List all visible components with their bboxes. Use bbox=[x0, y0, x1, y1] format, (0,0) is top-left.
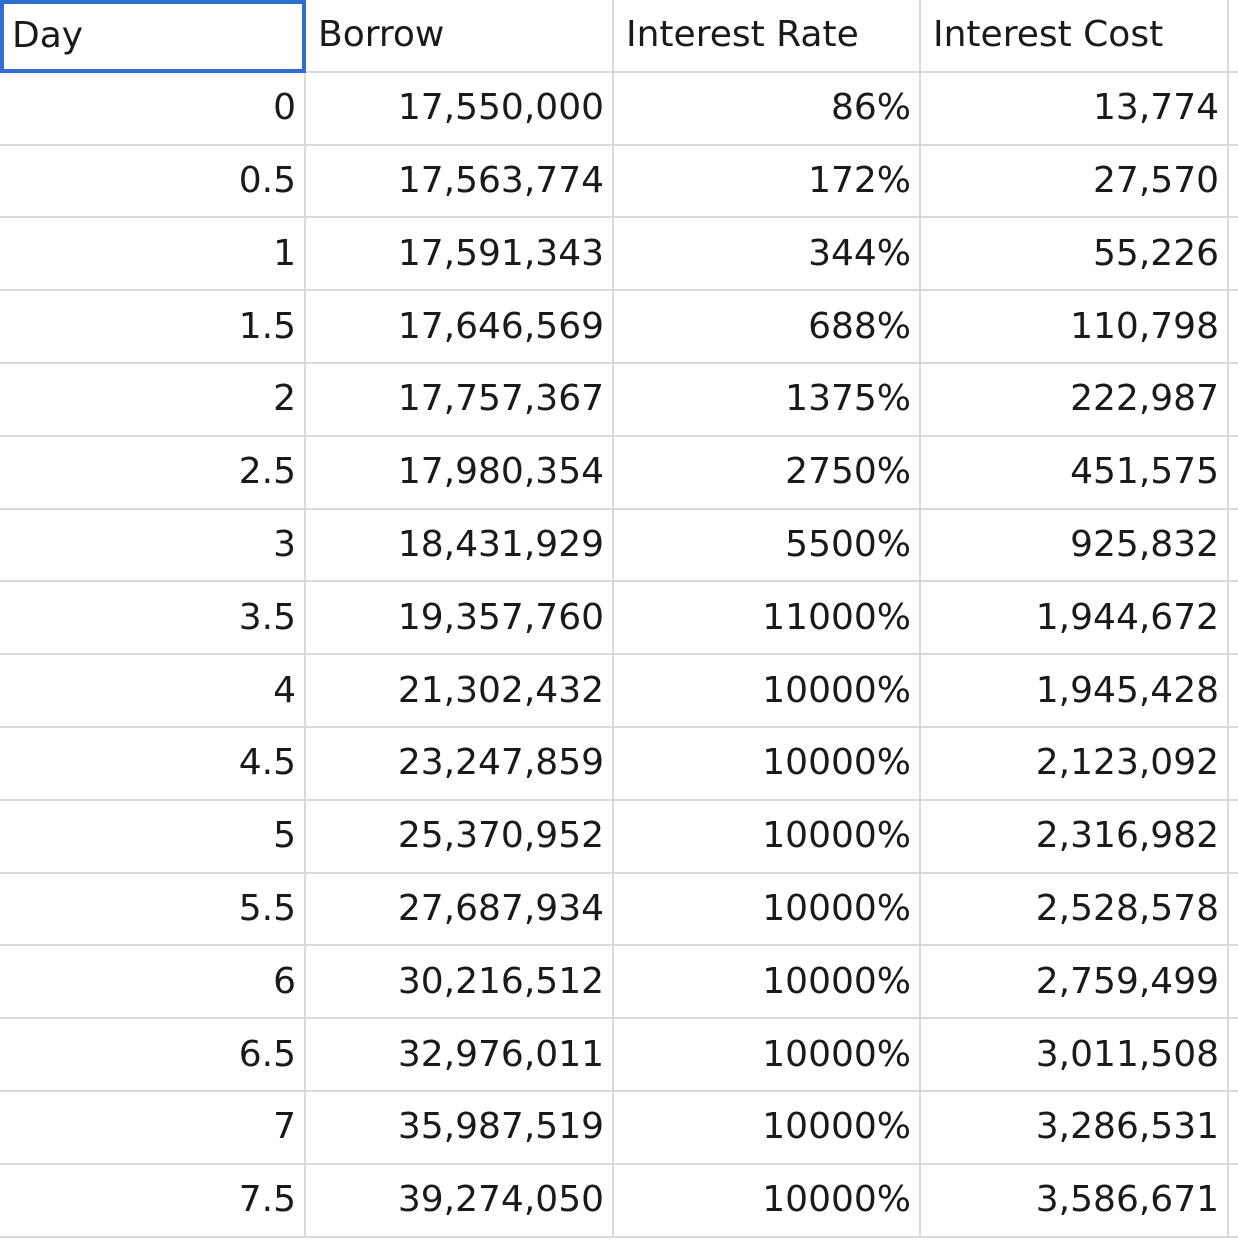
table-cell-interest-cost[interactable]: 1,944,672 bbox=[921, 582, 1229, 656]
header-cell-borrow[interactable]: Borrow bbox=[306, 0, 614, 73]
table-cell-borrow[interactable]: 18,431,929 bbox=[306, 509, 614, 583]
table-cell-interest-rate[interactable]: 10000% bbox=[614, 800, 921, 874]
table-cell-interest-rate[interactable]: 10000% bbox=[614, 1164, 921, 1238]
empty-cell[interactable] bbox=[1229, 946, 1238, 1020]
table-cell-interest-cost[interactable]: 222,987 bbox=[921, 363, 1229, 437]
table-cell-interest-rate[interactable]: 688% bbox=[614, 291, 921, 364]
empty-cell[interactable] bbox=[1229, 218, 1238, 292]
table-cell-interest-rate[interactable]: 10000% bbox=[614, 655, 921, 728]
table-cell-day[interactable]: 3 bbox=[0, 509, 306, 583]
table-cell-interest-cost[interactable]: 2,123,092 bbox=[921, 727, 1229, 801]
table-cell-day[interactable]: 6.5 bbox=[0, 1019, 306, 1092]
table-cell-interest-rate[interactable]: 172% bbox=[614, 145, 921, 219]
table-cell-day[interactable]: 5 bbox=[0, 800, 306, 874]
empty-cell[interactable] bbox=[1229, 0, 1238, 73]
table-cell-day[interactable]: 4.5 bbox=[0, 727, 306, 801]
empty-cell[interactable] bbox=[1229, 146, 1238, 219]
header-cell-day[interactable]: Day bbox=[0, 0, 306, 73]
table-cell-interest-cost[interactable]: 55,226 bbox=[921, 218, 1229, 292]
empty-cell[interactable] bbox=[1229, 1019, 1238, 1092]
table-cell-borrow[interactable]: 39,274,050 bbox=[306, 1164, 614, 1238]
table-cell-borrow[interactable]: 30,216,512 bbox=[306, 946, 614, 1020]
empty-cell[interactable] bbox=[1229, 728, 1238, 801]
table-cell-borrow[interactable]: 35,987,519 bbox=[306, 1091, 614, 1165]
table-cell-day[interactable]: 7 bbox=[0, 1091, 306, 1165]
empty-cell[interactable] bbox=[1229, 582, 1238, 656]
empty-cell[interactable] bbox=[1229, 364, 1238, 437]
table-cell-interest-cost[interactable]: 110,798 bbox=[921, 291, 1229, 364]
table-cell-interest-rate[interactable]: 344% bbox=[614, 218, 921, 292]
table-cell-interest-rate[interactable]: 2750% bbox=[614, 436, 921, 510]
table-cell-interest-rate[interactable]: 10000% bbox=[614, 946, 921, 1020]
table-cell-interest-rate[interactable]: 11000% bbox=[614, 582, 921, 656]
table-cell-day[interactable]: 6 bbox=[0, 946, 306, 1020]
table-cell-day[interactable]: 2 bbox=[0, 363, 306, 437]
table-cell-borrow[interactable]: 17,563,774 bbox=[306, 145, 614, 219]
empty-cell[interactable] bbox=[1229, 655, 1238, 728]
table-cell-borrow[interactable]: 17,550,000 bbox=[306, 72, 614, 146]
table-cell-day[interactable]: 0.5 bbox=[0, 145, 306, 219]
table-cell-interest-cost[interactable]: 925,832 bbox=[921, 509, 1229, 583]
table-cell-interest-rate[interactable]: 10000% bbox=[614, 727, 921, 801]
table-cell-day[interactable]: 1 bbox=[0, 218, 306, 292]
table-cell-interest-cost[interactable]: 27,570 bbox=[921, 145, 1229, 219]
table-cell-interest-rate[interactable]: 10000% bbox=[614, 1091, 921, 1165]
table-cell-day[interactable]: 5.5 bbox=[0, 873, 306, 947]
table-cell-interest-rate[interactable]: 1375% bbox=[614, 363, 921, 437]
header-cell-interest-cost[interactable]: Interest Cost bbox=[921, 0, 1229, 73]
empty-cell[interactable] bbox=[1229, 291, 1238, 364]
table-cell-borrow[interactable]: 21,302,432 bbox=[306, 655, 614, 728]
table-cell-interest-cost[interactable]: 2,528,578 bbox=[921, 873, 1229, 947]
table-cell-borrow[interactable]: 17,757,367 bbox=[306, 363, 614, 437]
header-cell-interest-rate[interactable]: Interest Rate bbox=[614, 0, 921, 73]
table-cell-interest-cost[interactable]: 3,586,671 bbox=[921, 1164, 1229, 1238]
table-cell-interest-rate[interactable]: 86% bbox=[614, 72, 921, 146]
table-cell-interest-rate[interactable]: 5500% bbox=[614, 509, 921, 583]
table-cell-day[interactable]: 7.5 bbox=[0, 1164, 306, 1238]
table-cell-day[interactable]: 0 bbox=[0, 72, 306, 146]
table-cell-borrow[interactable]: 17,646,569 bbox=[306, 291, 614, 364]
table-cell-day[interactable]: 1.5 bbox=[0, 291, 306, 364]
empty-cell[interactable] bbox=[1229, 1092, 1238, 1165]
empty-cell[interactable] bbox=[1229, 874, 1238, 947]
table-cell-interest-cost[interactable]: 1,945,428 bbox=[921, 655, 1229, 728]
table-cell-day[interactable]: 2.5 bbox=[0, 436, 306, 510]
table-cell-day[interactable]: 4 bbox=[0, 655, 306, 728]
empty-cell[interactable] bbox=[1229, 73, 1238, 146]
empty-cell[interactable] bbox=[1229, 437, 1238, 510]
table-cell-borrow[interactable]: 17,980,354 bbox=[306, 436, 614, 510]
table-cell-interest-cost[interactable]: 2,759,499 bbox=[921, 946, 1229, 1020]
table-cell-borrow[interactable]: 17,591,343 bbox=[306, 218, 614, 292]
table-cell-borrow[interactable]: 19,357,760 bbox=[306, 582, 614, 656]
table-cell-borrow[interactable]: 27,687,934 bbox=[306, 873, 614, 947]
table-cell-interest-cost[interactable]: 451,575 bbox=[921, 436, 1229, 510]
table-cell-borrow[interactable]: 23,247,859 bbox=[306, 727, 614, 801]
table-cell-borrow[interactable]: 25,370,952 bbox=[306, 800, 614, 874]
table-cell-interest-cost[interactable]: 2,316,982 bbox=[921, 800, 1229, 874]
table-cell-interest-rate[interactable]: 10000% bbox=[614, 1019, 921, 1092]
table-cell-interest-rate[interactable]: 10000% bbox=[614, 873, 921, 947]
table-cell-interest-cost[interactable]: 13,774 bbox=[921, 72, 1229, 146]
empty-cell[interactable] bbox=[1229, 1165, 1238, 1238]
table-cell-interest-cost[interactable]: 3,011,508 bbox=[921, 1019, 1229, 1092]
empty-cell[interactable] bbox=[1229, 510, 1238, 583]
table-cell-day[interactable]: 3.5 bbox=[0, 582, 306, 656]
table-cell-interest-cost[interactable]: 3,286,531 bbox=[921, 1091, 1229, 1165]
table-cell-borrow[interactable]: 32,976,011 bbox=[306, 1019, 614, 1092]
empty-cell[interactable] bbox=[1229, 801, 1238, 874]
